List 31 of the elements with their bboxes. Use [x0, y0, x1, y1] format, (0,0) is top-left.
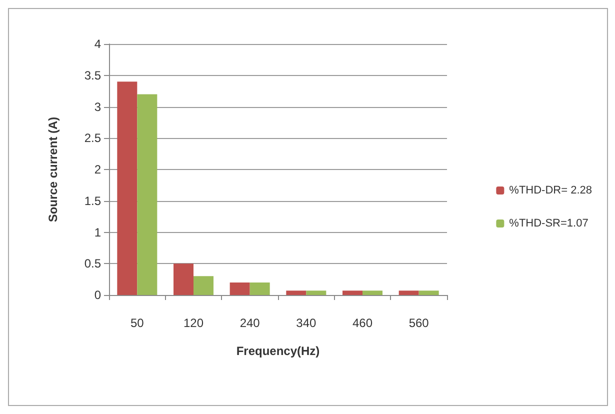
bar [398, 290, 419, 295]
x-tick-label: 340 [296, 316, 316, 330]
x-tick-label: 560 [408, 316, 430, 330]
x-tick-label: 240 [240, 316, 260, 330]
bar [117, 82, 138, 295]
bar [418, 290, 439, 295]
bar [250, 282, 270, 295]
bar [342, 290, 362, 295]
y-tick-label: 3 [94, 100, 102, 114]
x-axis-title: Frequency(Hz) [236, 344, 320, 358]
x-tick-label: 50 [130, 316, 144, 330]
x-tick-label: 460 [352, 316, 373, 330]
y-tick-label: 3.5 [84, 68, 102, 82]
bar [230, 282, 250, 295]
bar [306, 290, 326, 295]
bar [362, 290, 382, 295]
y-tick-label: 0 [94, 288, 102, 302]
x-tick-label: 120 [183, 316, 204, 330]
y-tick-label: 0.5 [84, 256, 102, 271]
legend-label: %THD-SR=1.07 [509, 218, 588, 230]
y-tick-label: 2.5 [84, 131, 102, 146]
y-tick-label: 2 [94, 162, 102, 176]
y-tick-label: 4 [94, 37, 102, 51]
bar [194, 276, 214, 295]
bar [174, 264, 194, 295]
legend-label: %THD-DR= 2.28 [509, 184, 592, 196]
y-axis-title: Source current (A) [46, 116, 60, 222]
bar [137, 94, 158, 295]
bar [286, 290, 306, 295]
y-tick-label: 1.5 [84, 194, 102, 208]
y-tick-label: 1 [94, 225, 102, 240]
